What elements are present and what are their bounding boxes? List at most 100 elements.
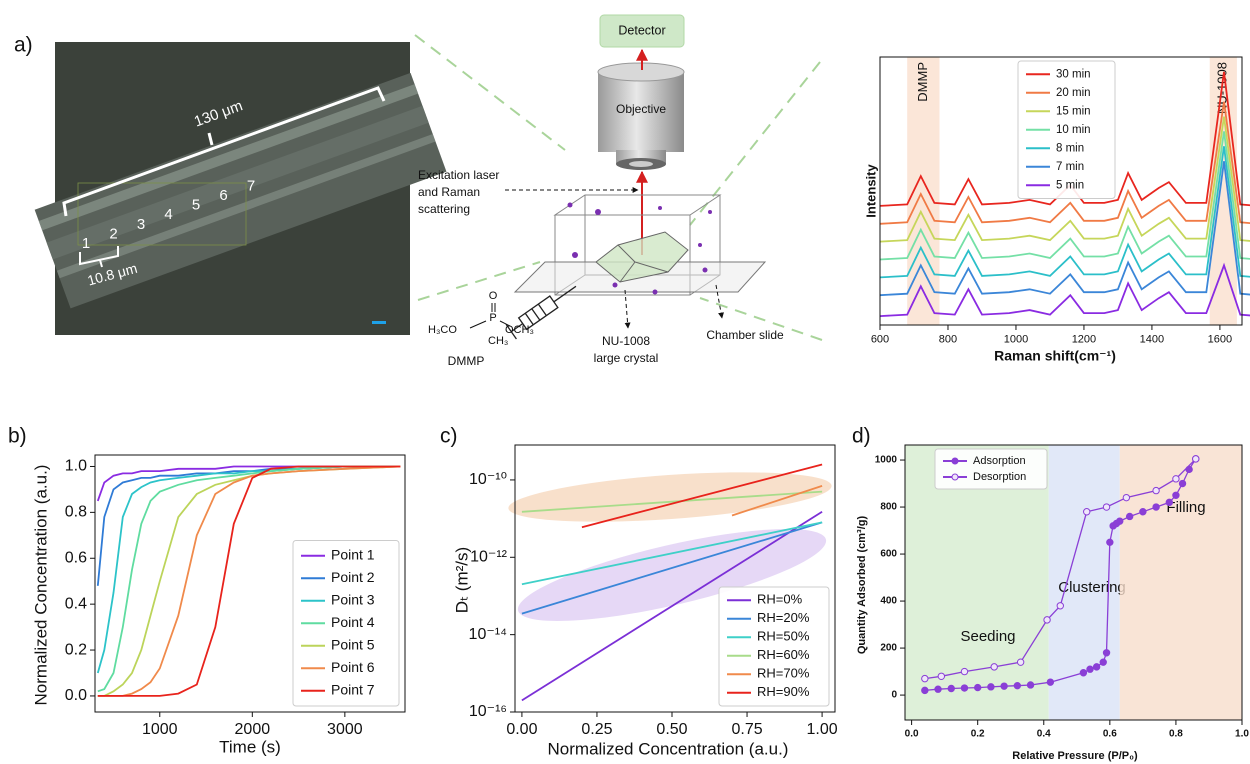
region-label: Seeding — [960, 628, 1015, 645]
legend-label: 7 min — [1056, 161, 1084, 173]
series-line — [731, 485, 823, 517]
data-point — [1165, 498, 1174, 507]
data-point — [921, 674, 929, 683]
panel-label: a) — [14, 34, 33, 57]
legend-marker — [951, 473, 959, 481]
x-tick-label: 0.0 — [905, 729, 919, 740]
x-tick-label: 0.50 — [656, 721, 687, 738]
data-point — [1192, 455, 1200, 463]
legend-label: 20 min — [1056, 87, 1091, 99]
data-point — [960, 684, 969, 692]
y-tick-label: 0.2 — [65, 641, 87, 658]
x-axis-label: Relative Pressure (P/P₀) — [1012, 750, 1138, 762]
point-number: 7 — [247, 177, 255, 194]
y-tick-label: 10⁻¹² — [470, 549, 508, 566]
formula-och3: OCH₃ — [505, 324, 534, 336]
series-line — [879, 262, 1250, 317]
y-tick-label: 400 — [880, 596, 897, 607]
laser-label: Excitation laser — [418, 168, 499, 182]
data-point — [1000, 682, 1008, 690]
data-point — [987, 683, 995, 691]
shaded-region — [1119, 445, 1242, 720]
legend-label: Point 3 — [331, 591, 375, 607]
y-tick-label: 200 — [880, 643, 897, 654]
data-point — [1152, 503, 1160, 511]
point-number: 1 — [82, 235, 90, 252]
legend-label: Point 6 — [331, 659, 375, 675]
legend-label: RH=20% — [757, 610, 810, 625]
series-line — [879, 101, 1250, 225]
x-axis-label: Raman shift(cm⁻¹) — [994, 348, 1116, 364]
x-tick-label: 0.25 — [581, 721, 612, 738]
series-line — [97, 465, 401, 697]
legend-label: Point 5 — [331, 636, 375, 652]
legend-marker — [951, 457, 959, 465]
data-point — [1026, 681, 1035, 689]
y-tick-label: 10⁻¹⁰ — [469, 471, 507, 488]
y-tick-label: 0.0 — [65, 687, 87, 704]
data-point — [947, 684, 955, 693]
y-axis-label: Dₜ (m²/s) — [452, 547, 471, 613]
objective-label: Objective — [616, 102, 666, 116]
data-point — [973, 683, 982, 692]
legend-label: RH=70% — [757, 666, 810, 681]
molecule-label: DMMP — [448, 354, 485, 368]
plot-frame — [94, 454, 406, 713]
y-tick-label: 0.6 — [65, 549, 87, 566]
zoom-guides — [414, 34, 823, 341]
x-tick-label: 1000 — [142, 721, 178, 738]
series-line — [521, 521, 823, 615]
data-point — [1056, 602, 1064, 610]
data-point — [1106, 538, 1114, 547]
legend-label: RH=60% — [757, 647, 810, 662]
legend-label: RH=90% — [757, 684, 810, 699]
formula-o: O — [489, 290, 498, 302]
x-tick-label: 600 — [871, 334, 889, 346]
y-tick-label: 0 — [891, 690, 897, 701]
chart: Seeding Clustering Filling 0.0 0.2 0.4 0.6 0.8 1… — [856, 444, 1249, 762]
data-point — [1092, 663, 1101, 671]
y-tick-label: 0.4 — [65, 595, 87, 612]
formula-ch3: CH₃ — [488, 335, 508, 347]
point-number: 6 — [219, 187, 227, 204]
legend-label: Desorption — [973, 471, 1026, 483]
x-axis-label: Normalized Concentration (a.u.) — [548, 739, 789, 758]
data-point — [1079, 669, 1088, 677]
legend-label: 10 min — [1056, 124, 1091, 136]
legend-label: RH=50% — [757, 629, 810, 644]
data-point — [1172, 475, 1180, 483]
series-line — [879, 161, 1250, 297]
x-tick-label: 0.00 — [506, 721, 537, 738]
region-label: Filling — [1166, 499, 1205, 516]
x-tick-label: 0.2 — [971, 729, 985, 740]
series-line — [581, 463, 823, 529]
data-point — [1125, 512, 1134, 521]
series-line — [879, 131, 1250, 261]
legend-label: Point 4 — [331, 614, 375, 630]
x-tick-label: 1600 — [1208, 334, 1232, 346]
legend-label: Point 1 — [331, 546, 375, 562]
legend-label: Point 2 — [331, 569, 375, 585]
formula-p: P — [489, 312, 496, 324]
x-tick-label: 1200 — [1072, 334, 1096, 346]
plot-frame — [904, 444, 1243, 721]
series-line — [521, 521, 823, 586]
x-tick-label: 0.4 — [1037, 729, 1051, 740]
laser-label: scattering — [418, 202, 470, 216]
series-line — [97, 465, 401, 693]
legend-label: 5 min — [1056, 179, 1084, 191]
y-tick-label: 800 — [880, 502, 897, 513]
data-point — [1178, 479, 1187, 488]
highlight-ellipse — [517, 528, 827, 622]
shaded-region — [905, 445, 1049, 720]
x-tick-label: 1400 — [1140, 334, 1164, 346]
data-point — [1172, 491, 1180, 499]
y-tick-label: 1.0 — [65, 458, 87, 475]
legend-box — [292, 540, 400, 707]
y-axis-label: Intensity — [863, 164, 878, 218]
legend-label: 8 min — [1056, 142, 1084, 154]
chart: 0.00 0.25 0.50 0.75 1.00 10⁻¹⁶ 10⁻¹⁴ 10⁻¹² 10⁻¹⁰… — [452, 444, 838, 758]
data-point — [1102, 649, 1111, 657]
